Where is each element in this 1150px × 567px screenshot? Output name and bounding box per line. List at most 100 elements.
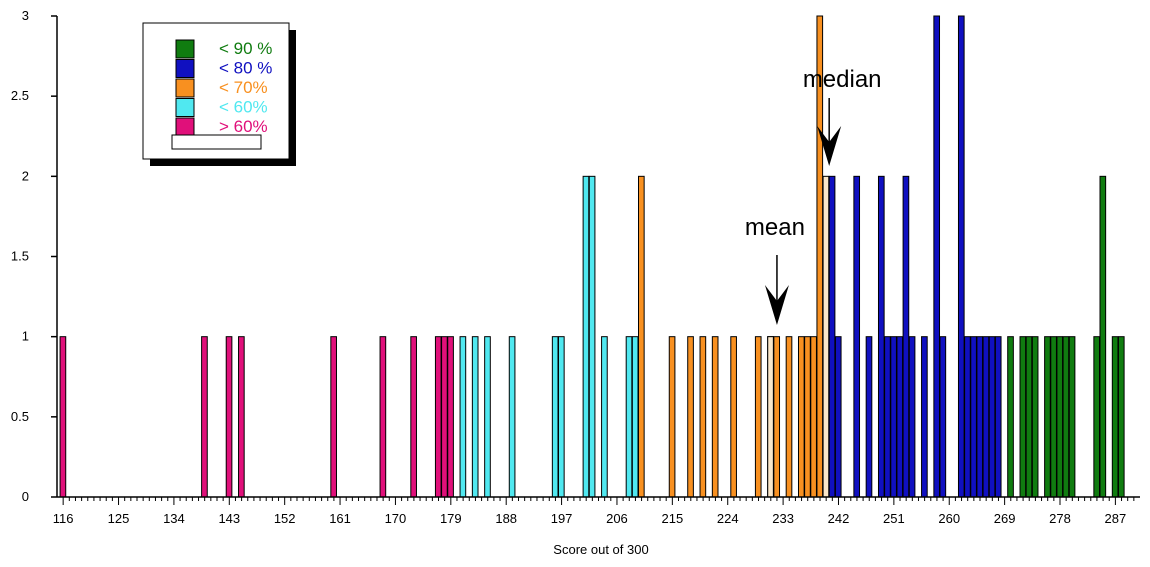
bar [1044,336,1051,498]
bar [668,336,676,498]
x-tick-label: 251 [883,511,905,526]
bar [773,336,781,498]
bar [877,175,885,498]
bar [410,336,417,498]
bar [201,336,208,498]
bar [59,336,67,498]
bar [1068,336,1076,498]
bar [754,336,762,498]
bar [558,336,565,498]
legend-label: > 60% [219,117,268,136]
legend-swatch [175,117,195,137]
bar [933,15,941,498]
legend-swatch [175,39,195,59]
x-tick-label: 224 [717,511,739,526]
mean-label: mean [745,214,805,241]
x-tick-label: 134 [163,511,185,526]
bar [994,336,1002,498]
x-axis-title: Score out of 300 [553,542,648,557]
bar [631,336,639,498]
x-tick-label: 206 [606,511,628,526]
legend-label: < 80 % [219,59,272,78]
x-tick-label: 152 [274,511,296,526]
bar [970,336,977,498]
x-tick-label: 278 [1049,511,1071,526]
bar [1025,336,1033,498]
bar [865,336,873,498]
bar [785,336,793,498]
bar [508,336,516,498]
bar [582,175,590,498]
bar [964,336,971,498]
median-label: median [803,66,882,93]
bar [330,336,337,498]
legend-swatch [175,78,195,98]
x-ticks: 116 125 134 143 152 161 170 179 188 197 206 215 224 2… [53,497,1135,526]
bar [711,336,719,498]
median-arrow-head [817,126,842,166]
bar [834,336,842,498]
bar [939,336,947,498]
x-tick-label: 242 [828,511,850,526]
bar [1031,336,1039,498]
x-tick-label: 179 [440,511,462,526]
bar [484,336,491,498]
bar [238,336,245,498]
bar [687,336,694,498]
bar [804,336,811,498]
bar [1019,336,1027,498]
bar [625,336,633,498]
legend-swatch [175,98,195,117]
bar [957,15,965,498]
x-tick-label: 215 [661,511,683,526]
x-tick-label: 125 [108,511,130,526]
bar [1093,336,1100,498]
y-tick-label: 2.5 [11,88,29,103]
bar [884,336,891,498]
bar [730,336,737,498]
y-tick-label: 1 [22,329,29,344]
bar [601,336,608,498]
bar [1062,336,1070,498]
bar [976,336,984,498]
x-tick-label: 269 [994,511,1016,526]
bar [853,175,861,498]
median-bar [822,175,830,498]
bar [1007,336,1014,498]
x-tick-label: 197 [551,511,573,526]
bar [1117,336,1125,498]
bar [1056,336,1064,498]
x-tick-label: 143 [218,511,240,526]
bar [434,336,442,498]
bar [896,336,904,498]
bar [890,336,897,498]
bar [1050,336,1057,498]
legend-label: < 70% [219,78,268,97]
bar [1111,336,1119,498]
bar [638,175,645,498]
annotations: mean median [745,66,882,325]
legend-label: < 60% [219,98,268,117]
y-tick-label: 1.5 [11,249,29,264]
x-tick-label: 233 [772,511,794,526]
mean-bar [767,336,774,498]
bar [441,336,448,498]
legend-swatch [175,59,195,78]
legend: < 90 %< 80 %< 70%< 60%> 60% [142,22,296,166]
bar [459,336,467,498]
bar [982,336,990,498]
bars-layer [59,15,1125,498]
bar [828,175,836,498]
bar [908,336,916,498]
x-tick-label: 287 [1105,511,1127,526]
bar [810,336,817,498]
x-tick-label: 188 [495,511,517,526]
y-tick-label: 0 [22,489,29,504]
bar [225,336,233,498]
bar [588,175,596,498]
bar [921,336,928,498]
bar [902,175,910,498]
y-tick-label: 3 [22,8,29,23]
bar [699,336,707,498]
